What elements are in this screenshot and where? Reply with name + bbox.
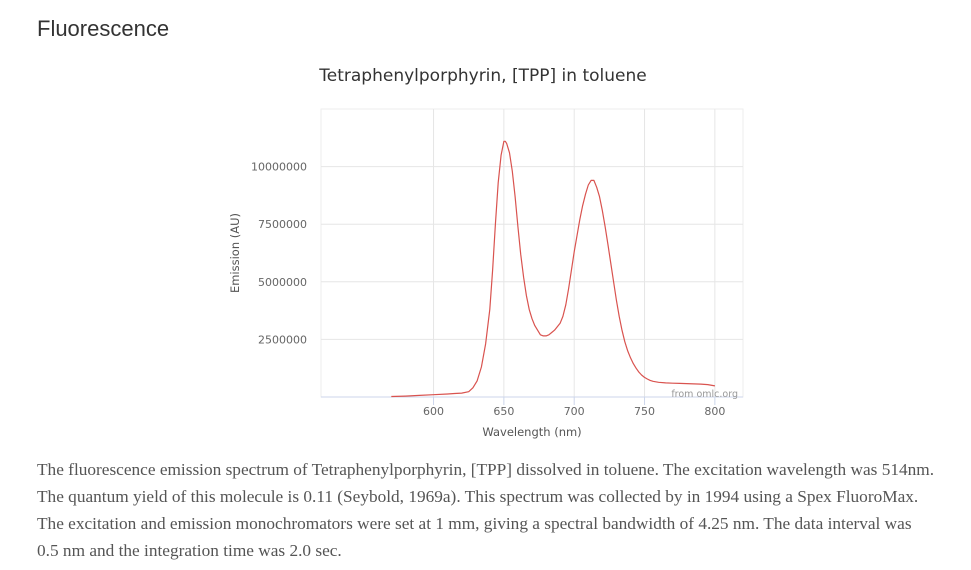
- plot-area: [320, 108, 744, 398]
- x-tick-label: 750: [634, 405, 655, 418]
- y-tick-label: 7500000: [258, 218, 307, 231]
- chart-credit[interactable]: from omlc.org: [671, 389, 738, 400]
- x-tick-label: 800: [704, 405, 725, 418]
- emission-spectrum-chart: Tetraphenylporphyrin, [TPP] in toluene 2…: [228, 66, 744, 439]
- y-tick-label: 5000000: [258, 276, 307, 289]
- spectrum-description: The fluorescence emission spectrum of Te…: [37, 460, 935, 560]
- y-axis-title: Emission (AU): [228, 213, 242, 293]
- chart-title: Tetraphenylporphyrin, [TPP] in toluene: [318, 66, 646, 86]
- x-axis-ticks: 600 650 700 750 800: [423, 397, 725, 418]
- x-tick-label: 600: [423, 405, 444, 418]
- section-heading: Fluorescence: [37, 16, 170, 41]
- series-line-emission: [391, 140, 716, 398]
- y-tick-label: 10000000: [251, 161, 307, 174]
- x-tick-label: 700: [564, 405, 585, 418]
- x-tick-label: 650: [493, 405, 514, 418]
- x-axis-title: Wavelength (nm): [482, 425, 581, 439]
- y-tick-label: 2500000: [258, 333, 307, 346]
- chart-container: Tetraphenylporphyrin, [TPP] in toluene 2…: [0, 55, 971, 450]
- grid-lines: [321, 109, 743, 397]
- y-axis-ticks: 2500000 5000000 7500000 10000000: [251, 161, 307, 347]
